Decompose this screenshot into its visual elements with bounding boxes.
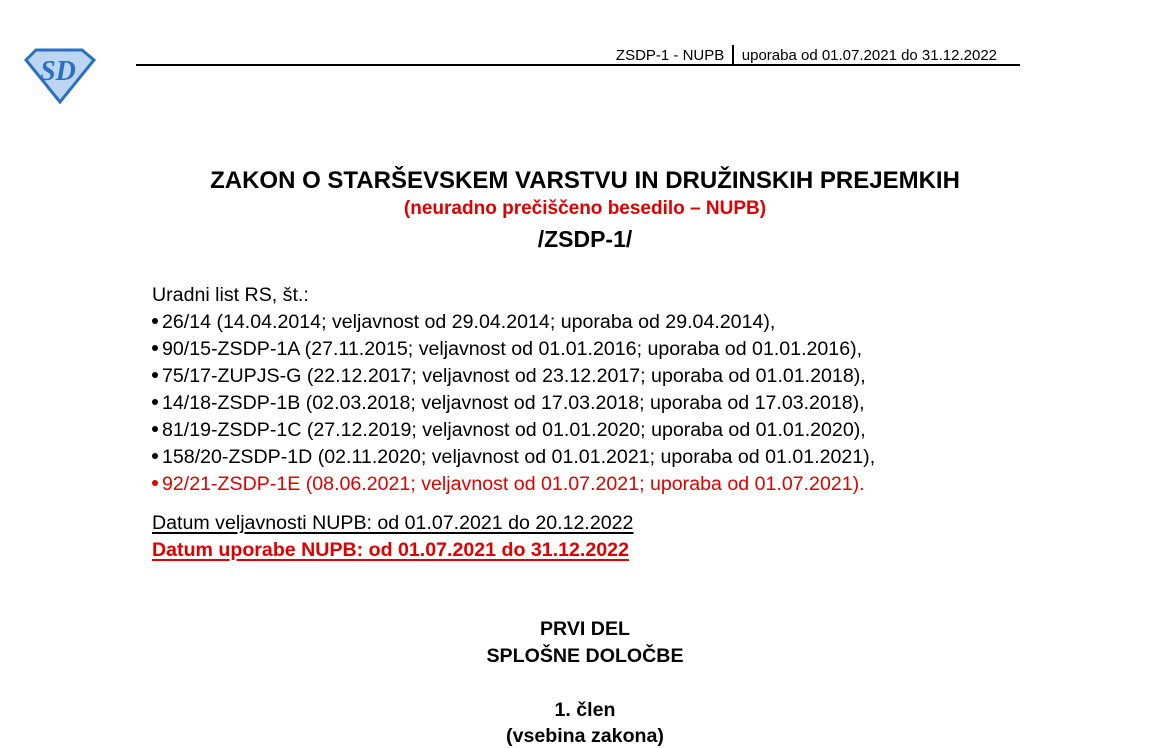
gazette-item: 81/19-ZSDP-1C (27.12.2019; veljavnost od…: [152, 417, 875, 444]
nupb-dates: Datum veljavnosti NUPB: od 01.07.2021 do…: [152, 510, 633, 564]
gazette-label: Uradni list RS, št.:: [152, 284, 309, 306]
validity-date: Datum veljavnosti NUPB: od 01.07.2021 do…: [152, 512, 634, 534]
law-subtitle: (neuradno prečiščeno besedilo – NUPB): [403, 198, 767, 219]
law-abbreviation: /ZSDP-1/: [537, 226, 633, 252]
gazette-item-text: 26/14 (14.04.2014; veljavnost od 29.04.2…: [162, 311, 776, 333]
bullet-icon: [152, 345, 158, 351]
gazette-item-text: 81/19-ZSDP-1C (27.12.2019; veljavnost od…: [162, 419, 866, 441]
part-title: SPLOŠNE DOLOČBE: [486, 645, 684, 667]
gazette-item: 90/15-ZSDP-1A (27.11.2015; veljavnost od…: [152, 336, 875, 363]
gazette-item: 158/20-ZSDP-1D (02.11.2020; veljavnost o…: [152, 444, 875, 471]
gazette-item: 92/21-ZSDP-1E (08.06.2021; veljavnost od…: [152, 471, 875, 498]
gazette-item-text: 158/20-ZSDP-1D (02.11.2020; veljavnost o…: [162, 446, 876, 468]
bullet-icon: [152, 426, 158, 432]
bullet-icon: [152, 453, 158, 459]
usage-period: uporaba od 01.07.2021 do 31.12.2022: [741, 47, 997, 64]
gazette-item: 75/17-ZUPJS-G (22.12.2017; veljavnost od…: [152, 363, 875, 390]
bullet-icon: [152, 480, 158, 486]
gazette-item-text: 75/17-ZUPJS-G (22.12.2017; veljavnost od…: [162, 365, 866, 387]
bullet-icon: [152, 372, 158, 378]
bullet-icon: [152, 318, 158, 324]
law-title: ZAKON O STARŠEVSKEM VARSTVU IN DRUŽINSKI…: [210, 167, 960, 194]
gazette-item-text: 92/21-ZSDP-1E (08.06.2021; veljavnost od…: [162, 473, 865, 495]
article-heading: 1. člen: [554, 699, 616, 721]
usage-date: Datum uporabe NUPB: od 01.07.2021 do 31.…: [152, 539, 629, 561]
gazette-item-text: 90/15-ZSDP-1A (27.11.2015; veljavnost od…: [162, 338, 863, 360]
logo: SD: [23, 48, 96, 104]
gazette-list: Uradni list RS, št.: 26/14 (14.04.2014; …: [152, 282, 875, 498]
doc-code: ZSDP-1 - NUPB: [615, 47, 725, 64]
divider: [732, 45, 734, 64]
part-heading: PRVI DEL: [539, 618, 630, 640]
svg-text:SD: SD: [40, 56, 76, 87]
bullet-icon: [152, 399, 158, 405]
article-title: (vsebina zakona): [506, 725, 664, 747]
gazette-item: 26/14 (14.04.2014; veljavnost od 29.04.2…: [152, 309, 875, 336]
header-rule: [136, 64, 1020, 66]
running-header: ZSDP-1 - NUPB uporaba od 01.07.2021 do 31…: [616, 45, 997, 64]
gazette-item-text: 14/18-ZSDP-1B (02.03.2018; veljavnost od…: [162, 392, 865, 414]
gazette-item: 14/18-ZSDP-1B (02.03.2018; veljavnost od…: [152, 390, 875, 417]
